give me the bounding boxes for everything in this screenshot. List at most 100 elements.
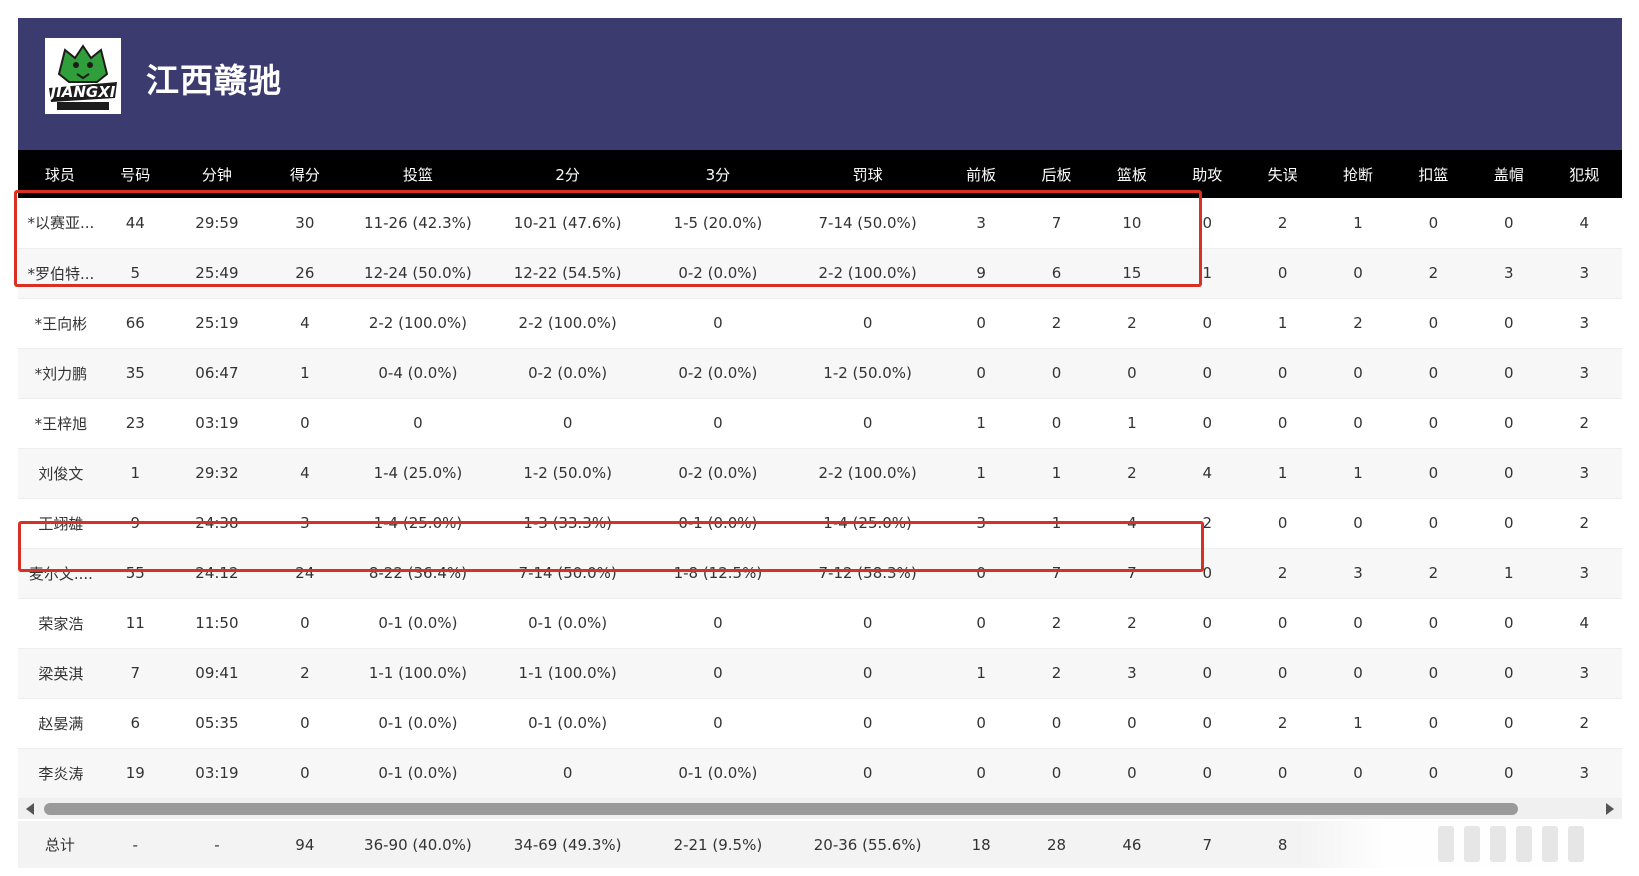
team-name: 江西赣驰: [146, 61, 282, 100]
column-header[interactable]: 分钟: [201, 165, 232, 184]
stat-cell: 0: [1169, 598, 1245, 649]
player-name[interactable]: 赵晏满: [18, 698, 102, 749]
column-header[interactable]: 盖帽: [1493, 165, 1524, 184]
stat-cell: 2: [1169, 498, 1245, 549]
column-header[interactable]: 篮板: [1116, 165, 1147, 184]
stat-cell: 0-1 (0.0%): [344, 698, 492, 749]
column-header[interactable]: 助攻: [1192, 165, 1223, 184]
player-name[interactable]: 李炎涛: [18, 748, 102, 799]
stat-cell: 0: [344, 398, 492, 449]
stat-cell: 1: [1245, 448, 1321, 499]
stat-cell: 1: [1320, 698, 1396, 749]
player-name[interactable]: *罗伯特...: [18, 248, 102, 299]
stat-cell: 9: [101, 498, 169, 549]
stat-cell: 0: [1018, 748, 1095, 799]
stat-cell: 0: [1320, 748, 1396, 799]
stat-cell: 0: [1395, 498, 1472, 549]
stat-cell: 1: [943, 398, 1019, 449]
table-header-row: 球员 号码 分钟 得分 投篮 2分 3分 罚球 前板 后板 篮板 助攻 失误 抢断 扣篮 盖帽 犯规: [18, 150, 1622, 198]
stat-cell: 0: [1471, 748, 1547, 799]
stat-cell: 0-1 (0.0%): [344, 598, 492, 649]
stat-cell: 0: [1094, 748, 1170, 799]
player-name[interactable]: *王梓旭: [18, 398, 102, 449]
stat-cell: 1: [1245, 298, 1321, 349]
stat-cell: 2: [1094, 298, 1170, 349]
stat-cell: 0: [791, 748, 944, 799]
table-row: 麦尔文.... 55 24:12 24 8-22 (36.4%) 7-14 (50.0%)…: [18, 548, 1622, 599]
stat-cell: 24:12: [168, 548, 266, 599]
stat-cell: 1: [101, 448, 169, 499]
stat-cell: 06:47: [168, 348, 266, 399]
stat-cell: 5: [101, 248, 169, 299]
column-header[interactable]: 号码: [120, 165, 151, 184]
totals-cell: -: [132, 835, 138, 854]
column-header[interactable]: 罚球: [852, 165, 883, 184]
stat-cell: 7-14 (50.0%): [491, 548, 645, 599]
column-header[interactable]: 后板: [1041, 165, 1072, 184]
stat-cell: 0-2 (0.0%): [491, 348, 645, 399]
stat-cell: 2: [1018, 648, 1095, 699]
stat-cell: 0: [943, 298, 1019, 349]
totals-cell: 20-36 (55.6%): [813, 835, 922, 854]
stat-cell: 0: [1471, 648, 1547, 699]
column-header[interactable]: 犯规: [1569, 165, 1600, 184]
stat-cell: 0: [1169, 648, 1245, 699]
stat-cell: 0: [1169, 698, 1245, 749]
table-row: 赵晏满 6 05:35 0 0-1 (0.0%) 0-1 (0.0%) 0 0 0 0 0 0 2 1 0 0…: [18, 698, 1622, 749]
column-header[interactable]: 投篮: [402, 165, 433, 184]
stat-cell: 0: [1471, 398, 1547, 449]
totals-label: 总计: [44, 836, 75, 854]
watermark-bar: [1438, 826, 1454, 862]
player-name[interactable]: *王向彬: [18, 298, 102, 349]
watermark-bar: [1516, 826, 1532, 862]
scrollbar-thumb[interactable]: [44, 803, 1518, 815]
column-header[interactable]: 得分: [289, 165, 320, 184]
stat-cell: 3: [1546, 348, 1622, 399]
stat-cell: 0: [1245, 348, 1321, 399]
player-name[interactable]: *以赛亚...: [18, 198, 102, 249]
stat-cell: 55: [101, 548, 169, 599]
stat-cell: 3: [943, 498, 1019, 549]
stat-cell: 6: [1018, 248, 1095, 299]
stat-cell: 0-1 (0.0%): [491, 598, 645, 649]
stat-cell: 05:35: [168, 698, 266, 749]
stat-cell: 4: [1546, 598, 1622, 649]
column-header[interactable]: 抢断: [1343, 165, 1374, 184]
stat-cell: 03:19: [168, 748, 266, 799]
player-name[interactable]: 梁英淇: [18, 648, 102, 699]
stat-cell: 0: [1320, 348, 1396, 399]
column-header[interactable]: 球员: [44, 165, 75, 184]
table-row: 荣家浩 11 11:50 0 0-1 (0.0%) 0-1 (0.0%) 0 0 0 2 2 0 0 0 0…: [18, 598, 1622, 649]
column-header[interactable]: 失误: [1267, 165, 1298, 184]
stat-cell: 0: [1169, 748, 1245, 799]
player-name[interactable]: 王翊雄: [18, 498, 102, 549]
stat-cell: 1: [1320, 198, 1396, 249]
stat-cell: 12-22 (54.5%): [491, 248, 645, 299]
stat-cell: 0: [791, 648, 944, 699]
player-name[interactable]: *刘力鹏: [18, 348, 102, 399]
stat-cell: 3: [1546, 748, 1622, 799]
column-header[interactable]: 扣篮: [1418, 165, 1449, 184]
stat-cell: 0: [491, 398, 645, 449]
scroll-right-arrow-icon[interactable]: [1606, 803, 1614, 815]
stat-cell: 0: [1169, 548, 1245, 599]
column-header[interactable]: 3分: [705, 165, 731, 184]
scroll-left-arrow-icon[interactable]: [26, 803, 34, 815]
stat-cell: 3: [1320, 548, 1396, 599]
stat-cell: 0: [644, 698, 792, 749]
stat-cell: 0: [644, 648, 792, 699]
player-name[interactable]: 麦尔文....: [18, 548, 102, 599]
player-name[interactable]: 荣家浩: [18, 598, 102, 649]
stat-cell: 30: [265, 198, 345, 249]
column-header[interactable]: 前板: [966, 165, 997, 184]
horizontal-scrollbar[interactable]: [18, 799, 1622, 819]
stat-cell: 7: [1018, 548, 1095, 599]
column-header[interactable]: 2分: [555, 165, 580, 184]
player-name[interactable]: 刘俊文: [18, 448, 102, 499]
stat-cell: 3: [1094, 648, 1170, 699]
stat-cell: 0: [1395, 748, 1472, 799]
stat-cell: 0: [265, 698, 345, 749]
stat-cell: 0: [1471, 348, 1547, 399]
stat-cell: 24:38: [168, 498, 266, 549]
stat-cell: 0: [1245, 248, 1321, 299]
